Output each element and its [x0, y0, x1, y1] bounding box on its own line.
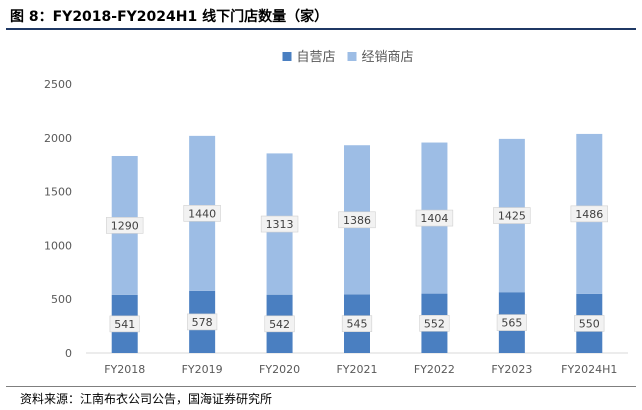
y-tick-label: 1500 — [44, 186, 72, 199]
data-label-box — [183, 205, 221, 222]
chart-area: 0 500 1000 1500 2000 2500 541 1290 FY2018 578 1440… — [0, 30, 642, 385]
data-label-box — [341, 315, 373, 332]
y-tick-label: 500 — [51, 293, 72, 306]
data-label: 541 — [114, 318, 135, 331]
data-label: 1386 — [343, 214, 371, 227]
source-note: 资料来源：江南布衣公司公告，国海证券研究所 — [20, 392, 273, 406]
data-label-box — [496, 314, 527, 331]
legend-swatch — [347, 52, 357, 61]
x-tick-label: FY2024H1 — [561, 363, 617, 376]
legend-swatch — [282, 52, 292, 61]
chart-title: 图 8：FY2018-FY2024H1 线下门店数量（家） — [10, 9, 329, 25]
data-label-box — [106, 217, 144, 234]
data-label-box — [264, 315, 295, 333]
data-label-box — [574, 315, 605, 332]
x-tick-label: FY2022 — [414, 363, 455, 376]
data-label-box — [260, 215, 299, 233]
legend-label: 自营店 — [297, 50, 336, 65]
data-label-box — [415, 209, 454, 227]
data-label-box — [570, 205, 608, 223]
data-label: 542 — [269, 318, 290, 331]
data-label-box — [338, 211, 376, 229]
data-label: 545 — [347, 318, 368, 331]
x-tick-label: FY2018 — [104, 363, 145, 376]
x-tick-label: FY2021 — [336, 363, 377, 376]
stacked-bar-chart: 0 500 1000 1500 2000 2500 541 1290 FY2018 578 1440… — [44, 50, 628, 376]
data-label: 1440 — [188, 207, 216, 220]
data-label: 552 — [424, 317, 445, 330]
data-label: 550 — [579, 317, 600, 330]
footer-rule — [6, 386, 636, 387]
data-label: 1313 — [266, 218, 294, 231]
data-label: 565 — [501, 317, 522, 330]
y-tick-label: 0 — [65, 347, 72, 360]
y-tick-label: 2500 — [44, 78, 72, 91]
x-tick-label: FY2023 — [491, 363, 532, 376]
data-label-box — [493, 207, 531, 224]
data-label: 1404 — [420, 212, 448, 225]
data-label: 578 — [192, 316, 213, 329]
y-tick-label: 2000 — [44, 132, 72, 145]
title-bar: 图 8：FY2018-FY2024H1 线下门店数量（家） — [6, 4, 636, 30]
x-tick-label: FY2019 — [182, 363, 223, 376]
data-label-box — [109, 315, 140, 333]
legend-label: 经销商店 — [362, 50, 414, 65]
x-tick-label: FY2020 — [259, 363, 300, 376]
data-label-box — [419, 315, 450, 332]
y-tick-label: 1000 — [44, 239, 72, 252]
data-label-box — [187, 313, 218, 331]
data-label: 1290 — [111, 219, 139, 232]
data-label: 1486 — [575, 208, 603, 221]
data-label: 1425 — [498, 210, 526, 223]
